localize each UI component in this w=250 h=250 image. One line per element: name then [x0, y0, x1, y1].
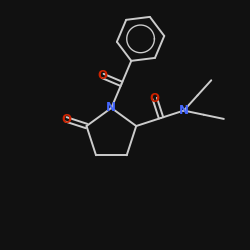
- Text: O: O: [61, 113, 71, 126]
- Text: O: O: [98, 70, 108, 82]
- Text: N: N: [106, 102, 116, 114]
- Text: O: O: [150, 92, 160, 105]
- Text: N: N: [179, 104, 189, 117]
